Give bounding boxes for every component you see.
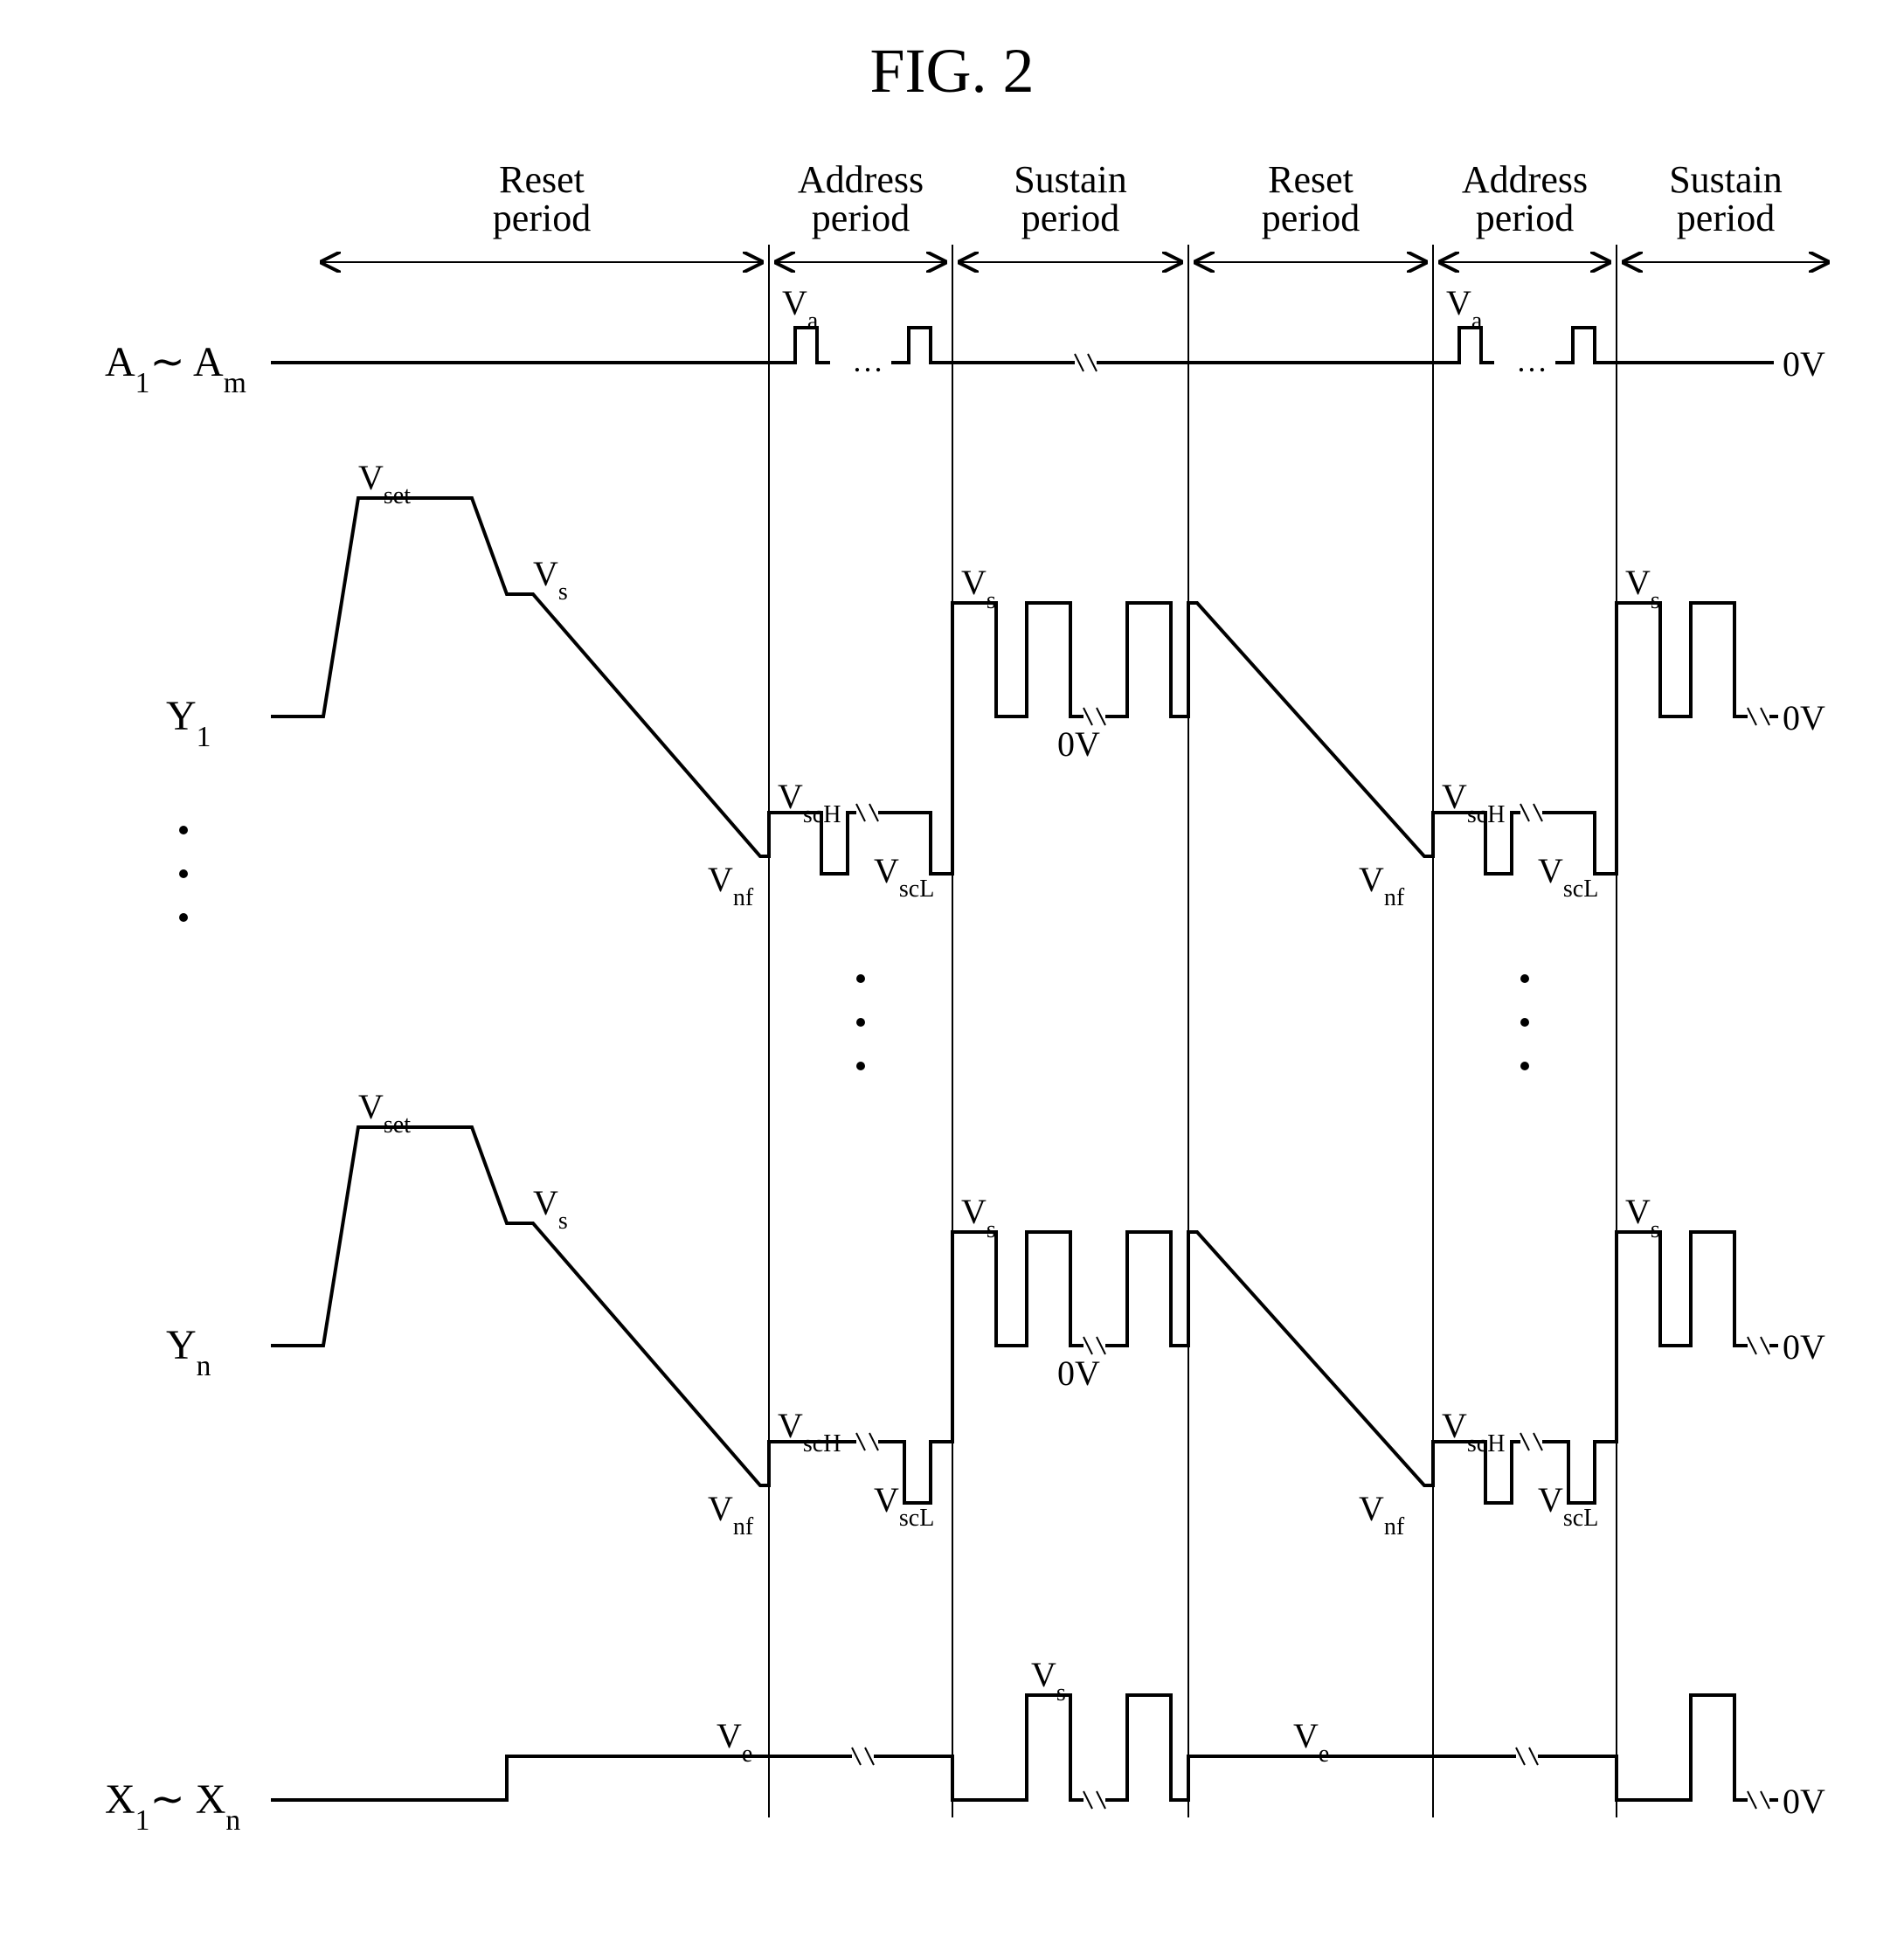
- signal-A: A1∼ Am 0V Va Va … …: [105, 283, 1825, 399]
- y1-vs2: Vs: [961, 563, 996, 614]
- signal-X-right: 0V: [1783, 1782, 1825, 1821]
- y-ellipsis: [179, 826, 188, 922]
- signal-Y1: Y1 0V Vset Vs Vnf VscH VscL Vs 0V Vnf Vs…: [166, 458, 1825, 911]
- y1-vsch: VscH: [778, 777, 841, 828]
- period-label-address-2: Addressperiod: [1462, 158, 1588, 239]
- yn-vs3: Vs: [1625, 1192, 1660, 1243]
- period-label-sustain-1: Sustainperiod: [1014, 158, 1127, 239]
- yn-vs: Vs: [533, 1183, 568, 1235]
- x-ve: Ve: [717, 1716, 752, 1768]
- signal-X: X1∼ Xn 0V Ve Vs Ve: [105, 1655, 1825, 1837]
- y1-vs: Vs: [533, 554, 568, 606]
- signal-A-right: 0V: [1783, 344, 1825, 384]
- yn-vsch2: VscH: [1442, 1406, 1505, 1457]
- svg-text:…: …: [1516, 343, 1547, 378]
- period-label-reset-2: Resetperiod: [1262, 158, 1360, 239]
- period-label-address-1: Addressperiod: [798, 158, 924, 239]
- signal-Yn: Yn 0V Vset Vs Vnf VscH VscL Vs 0V Vnf Vs…: [166, 1087, 1825, 1540]
- period-label-sustain-2: Sustainperiod: [1669, 158, 1783, 239]
- yn-vnf: Vnf: [708, 1489, 754, 1540]
- address-ellipsis-2: [1520, 974, 1529, 1070]
- signal-Yn-label: Yn: [166, 1322, 211, 1382]
- x-vs: Vs: [1031, 1655, 1066, 1706]
- timing-svg: Resetperiod Addressperiod Sustainperiod …: [70, 157, 1835, 1905]
- x-ve2: Ve: [1293, 1716, 1329, 1768]
- period-label-reset-1: Resetperiod: [493, 158, 591, 239]
- signal-Y1-right: 0V: [1783, 698, 1825, 737]
- y1-vnf2: Vnf: [1359, 860, 1405, 911]
- y1-vscl2: VscL: [1538, 851, 1598, 903]
- signal-A-label: A1∼ Am: [105, 339, 246, 399]
- y1-vs3: Vs: [1625, 563, 1660, 614]
- period-header: Resetperiod Addressperiod Sustainperiod …: [323, 158, 1826, 1817]
- svg-text:…: …: [852, 343, 883, 378]
- yn-vsch: VscH: [778, 1406, 841, 1457]
- address-ellipsis-1: [856, 974, 865, 1070]
- y1-vscl: VscL: [874, 851, 934, 903]
- y1-vnf: Vnf: [708, 860, 754, 911]
- yn-0v: 0V: [1057, 1353, 1100, 1393]
- y1-vsch2: VscH: [1442, 777, 1505, 828]
- yn-vnf2: Vnf: [1359, 1489, 1405, 1540]
- signal-X-label: X1∼ Xn: [105, 1776, 240, 1837]
- signal-Yn-right: 0V: [1783, 1327, 1825, 1367]
- timing-diagram: Resetperiod Addressperiod Sustainperiod …: [70, 157, 1835, 1905]
- signal-Y1-label: Y1: [166, 693, 211, 753]
- yn-vset: Vset: [358, 1087, 411, 1139]
- y1-vset: Vset: [358, 458, 411, 509]
- figure-title: FIG. 2: [869, 35, 1034, 107]
- yn-vs2: Vs: [961, 1192, 996, 1243]
- y1-0v: 0V: [1057, 724, 1100, 764]
